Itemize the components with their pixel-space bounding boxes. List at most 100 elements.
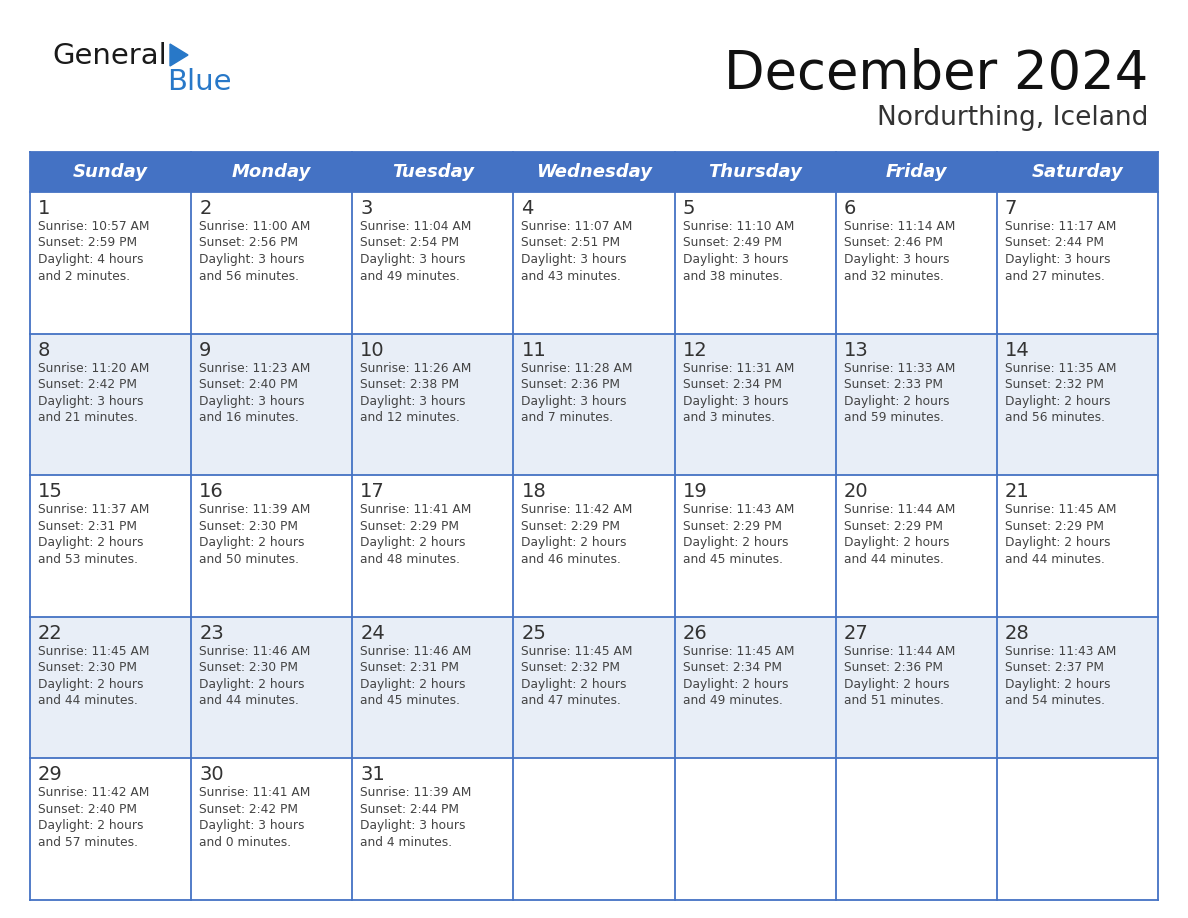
Text: Sunrise: 11:04 AM
Sunset: 2:54 PM
Daylight: 3 hours
and 49 minutes.: Sunrise: 11:04 AM Sunset: 2:54 PM Daylig…	[360, 220, 472, 283]
Text: Sunrise: 11:41 AM
Sunset: 2:29 PM
Daylight: 2 hours
and 48 minutes.: Sunrise: 11:41 AM Sunset: 2:29 PM Daylig…	[360, 503, 472, 565]
Text: 18: 18	[522, 482, 546, 501]
Text: Sunrise: 11:39 AM
Sunset: 2:44 PM
Daylight: 3 hours
and 4 minutes.: Sunrise: 11:39 AM Sunset: 2:44 PM Daylig…	[360, 787, 472, 849]
Text: 12: 12	[683, 341, 707, 360]
Text: 16: 16	[200, 482, 223, 501]
Text: 26: 26	[683, 624, 707, 643]
Text: Sunrise: 11:10 AM
Sunset: 2:49 PM
Daylight: 3 hours
and 38 minutes.: Sunrise: 11:10 AM Sunset: 2:49 PM Daylig…	[683, 220, 794, 283]
Text: Monday: Monday	[232, 163, 311, 181]
Text: 4: 4	[522, 199, 533, 218]
Text: Sunrise: 11:44 AM
Sunset: 2:29 PM
Daylight: 2 hours
and 44 minutes.: Sunrise: 11:44 AM Sunset: 2:29 PM Daylig…	[843, 503, 955, 565]
Text: Thursday: Thursday	[708, 163, 802, 181]
Text: Sunrise: 11:43 AM
Sunset: 2:29 PM
Daylight: 2 hours
and 45 minutes.: Sunrise: 11:43 AM Sunset: 2:29 PM Daylig…	[683, 503, 794, 565]
Text: Sunrise: 11:42 AM
Sunset: 2:40 PM
Daylight: 2 hours
and 57 minutes.: Sunrise: 11:42 AM Sunset: 2:40 PM Daylig…	[38, 787, 150, 849]
Text: Sunrise: 10:57 AM
Sunset: 2:59 PM
Daylight: 4 hours
and 2 minutes.: Sunrise: 10:57 AM Sunset: 2:59 PM Daylig…	[38, 220, 150, 283]
Bar	[191, 617, 353, 758]
Bar	[191, 476, 353, 617]
Bar	[835, 758, 997, 900]
Text: Sunrise: 11:39 AM
Sunset: 2:30 PM
Daylight: 2 hours
and 50 minutes.: Sunrise: 11:39 AM Sunset: 2:30 PM Daylig…	[200, 503, 310, 565]
Bar	[30, 617, 191, 758]
Text: 1: 1	[38, 199, 50, 218]
Bar	[353, 333, 513, 476]
Bar	[30, 152, 191, 192]
Bar	[513, 152, 675, 192]
Text: Saturday: Saturday	[1031, 163, 1124, 181]
Text: Sunrise: 11:28 AM
Sunset: 2:36 PM
Daylight: 3 hours
and 7 minutes.: Sunrise: 11:28 AM Sunset: 2:36 PM Daylig…	[522, 362, 633, 424]
Text: Sunrise: 11:41 AM
Sunset: 2:42 PM
Daylight: 3 hours
and 0 minutes.: Sunrise: 11:41 AM Sunset: 2:42 PM Daylig…	[200, 787, 310, 849]
Text: Sunrise: 11:46 AM
Sunset: 2:30 PM
Daylight: 2 hours
and 44 minutes.: Sunrise: 11:46 AM Sunset: 2:30 PM Daylig…	[200, 644, 310, 707]
Text: Sunrise: 11:45 AM
Sunset: 2:34 PM
Daylight: 2 hours
and 49 minutes.: Sunrise: 11:45 AM Sunset: 2:34 PM Daylig…	[683, 644, 794, 707]
Text: 17: 17	[360, 482, 385, 501]
Text: Sunrise: 11:26 AM
Sunset: 2:38 PM
Daylight: 3 hours
and 12 minutes.: Sunrise: 11:26 AM Sunset: 2:38 PM Daylig…	[360, 362, 472, 424]
Bar	[513, 476, 675, 617]
Text: 27: 27	[843, 624, 868, 643]
Bar	[513, 192, 675, 333]
Bar	[30, 333, 191, 476]
Bar	[353, 617, 513, 758]
Text: 30: 30	[200, 766, 223, 784]
Text: 23: 23	[200, 624, 223, 643]
Text: 29: 29	[38, 766, 63, 784]
Bar	[997, 617, 1158, 758]
Text: December 2024: December 2024	[723, 48, 1148, 100]
Text: 24: 24	[360, 624, 385, 643]
Text: Blue: Blue	[168, 68, 232, 96]
Text: 2: 2	[200, 199, 211, 218]
Bar	[353, 152, 513, 192]
Text: 22: 22	[38, 624, 63, 643]
Text: Sunrise: 11:35 AM
Sunset: 2:32 PM
Daylight: 2 hours
and 56 minutes.: Sunrise: 11:35 AM Sunset: 2:32 PM Daylig…	[1005, 362, 1117, 424]
Text: 25: 25	[522, 624, 546, 643]
Text: 28: 28	[1005, 624, 1030, 643]
Text: Nordurthing, Iceland: Nordurthing, Iceland	[877, 105, 1148, 131]
Text: Sunrise: 11:31 AM
Sunset: 2:34 PM
Daylight: 3 hours
and 3 minutes.: Sunrise: 11:31 AM Sunset: 2:34 PM Daylig…	[683, 362, 794, 424]
Text: Wednesday: Wednesday	[536, 163, 652, 181]
Text: 9: 9	[200, 341, 211, 360]
Bar	[675, 333, 835, 476]
Bar	[191, 152, 353, 192]
Text: 10: 10	[360, 341, 385, 360]
Bar	[675, 192, 835, 333]
Bar	[30, 476, 191, 617]
Text: Sunrise: 11:23 AM
Sunset: 2:40 PM
Daylight: 3 hours
and 16 minutes.: Sunrise: 11:23 AM Sunset: 2:40 PM Daylig…	[200, 362, 310, 424]
Text: Sunrise: 11:37 AM
Sunset: 2:31 PM
Daylight: 2 hours
and 53 minutes.: Sunrise: 11:37 AM Sunset: 2:31 PM Daylig…	[38, 503, 150, 565]
Text: Friday: Friday	[885, 163, 947, 181]
Text: 13: 13	[843, 341, 868, 360]
Bar	[675, 617, 835, 758]
Polygon shape	[170, 44, 188, 66]
Bar	[191, 192, 353, 333]
Text: General: General	[52, 42, 166, 70]
Text: 19: 19	[683, 482, 707, 501]
Text: Sunday: Sunday	[74, 163, 148, 181]
Text: 11: 11	[522, 341, 546, 360]
Text: 3: 3	[360, 199, 373, 218]
Text: Sunrise: 11:46 AM
Sunset: 2:31 PM
Daylight: 2 hours
and 45 minutes.: Sunrise: 11:46 AM Sunset: 2:31 PM Daylig…	[360, 644, 472, 707]
Text: Sunrise: 11:44 AM
Sunset: 2:36 PM
Daylight: 2 hours
and 51 minutes.: Sunrise: 11:44 AM Sunset: 2:36 PM Daylig…	[843, 644, 955, 707]
Text: Sunrise: 11:17 AM
Sunset: 2:44 PM
Daylight: 3 hours
and 27 minutes.: Sunrise: 11:17 AM Sunset: 2:44 PM Daylig…	[1005, 220, 1117, 283]
Text: 31: 31	[360, 766, 385, 784]
Bar	[675, 476, 835, 617]
Text: 7: 7	[1005, 199, 1017, 218]
Bar	[835, 333, 997, 476]
Bar	[30, 192, 191, 333]
Bar	[513, 758, 675, 900]
Bar	[997, 333, 1158, 476]
Bar	[997, 192, 1158, 333]
Text: Sunrise: 11:07 AM
Sunset: 2:51 PM
Daylight: 3 hours
and 43 minutes.: Sunrise: 11:07 AM Sunset: 2:51 PM Daylig…	[522, 220, 633, 283]
Bar	[353, 476, 513, 617]
Bar	[353, 192, 513, 333]
Bar	[675, 758, 835, 900]
Bar	[835, 192, 997, 333]
Bar	[835, 617, 997, 758]
Bar	[30, 758, 191, 900]
Text: 5: 5	[683, 199, 695, 218]
Bar	[513, 333, 675, 476]
Bar	[513, 617, 675, 758]
Text: Sunrise: 11:43 AM
Sunset: 2:37 PM
Daylight: 2 hours
and 54 minutes.: Sunrise: 11:43 AM Sunset: 2:37 PM Daylig…	[1005, 644, 1117, 707]
Bar	[353, 758, 513, 900]
Bar	[191, 333, 353, 476]
Text: Sunrise: 11:45 AM
Sunset: 2:32 PM
Daylight: 2 hours
and 47 minutes.: Sunrise: 11:45 AM Sunset: 2:32 PM Daylig…	[522, 644, 633, 707]
Bar	[997, 476, 1158, 617]
Text: 6: 6	[843, 199, 857, 218]
Text: Sunrise: 11:45 AM
Sunset: 2:30 PM
Daylight: 2 hours
and 44 minutes.: Sunrise: 11:45 AM Sunset: 2:30 PM Daylig…	[38, 644, 150, 707]
Text: 20: 20	[843, 482, 868, 501]
Text: 14: 14	[1005, 341, 1030, 360]
